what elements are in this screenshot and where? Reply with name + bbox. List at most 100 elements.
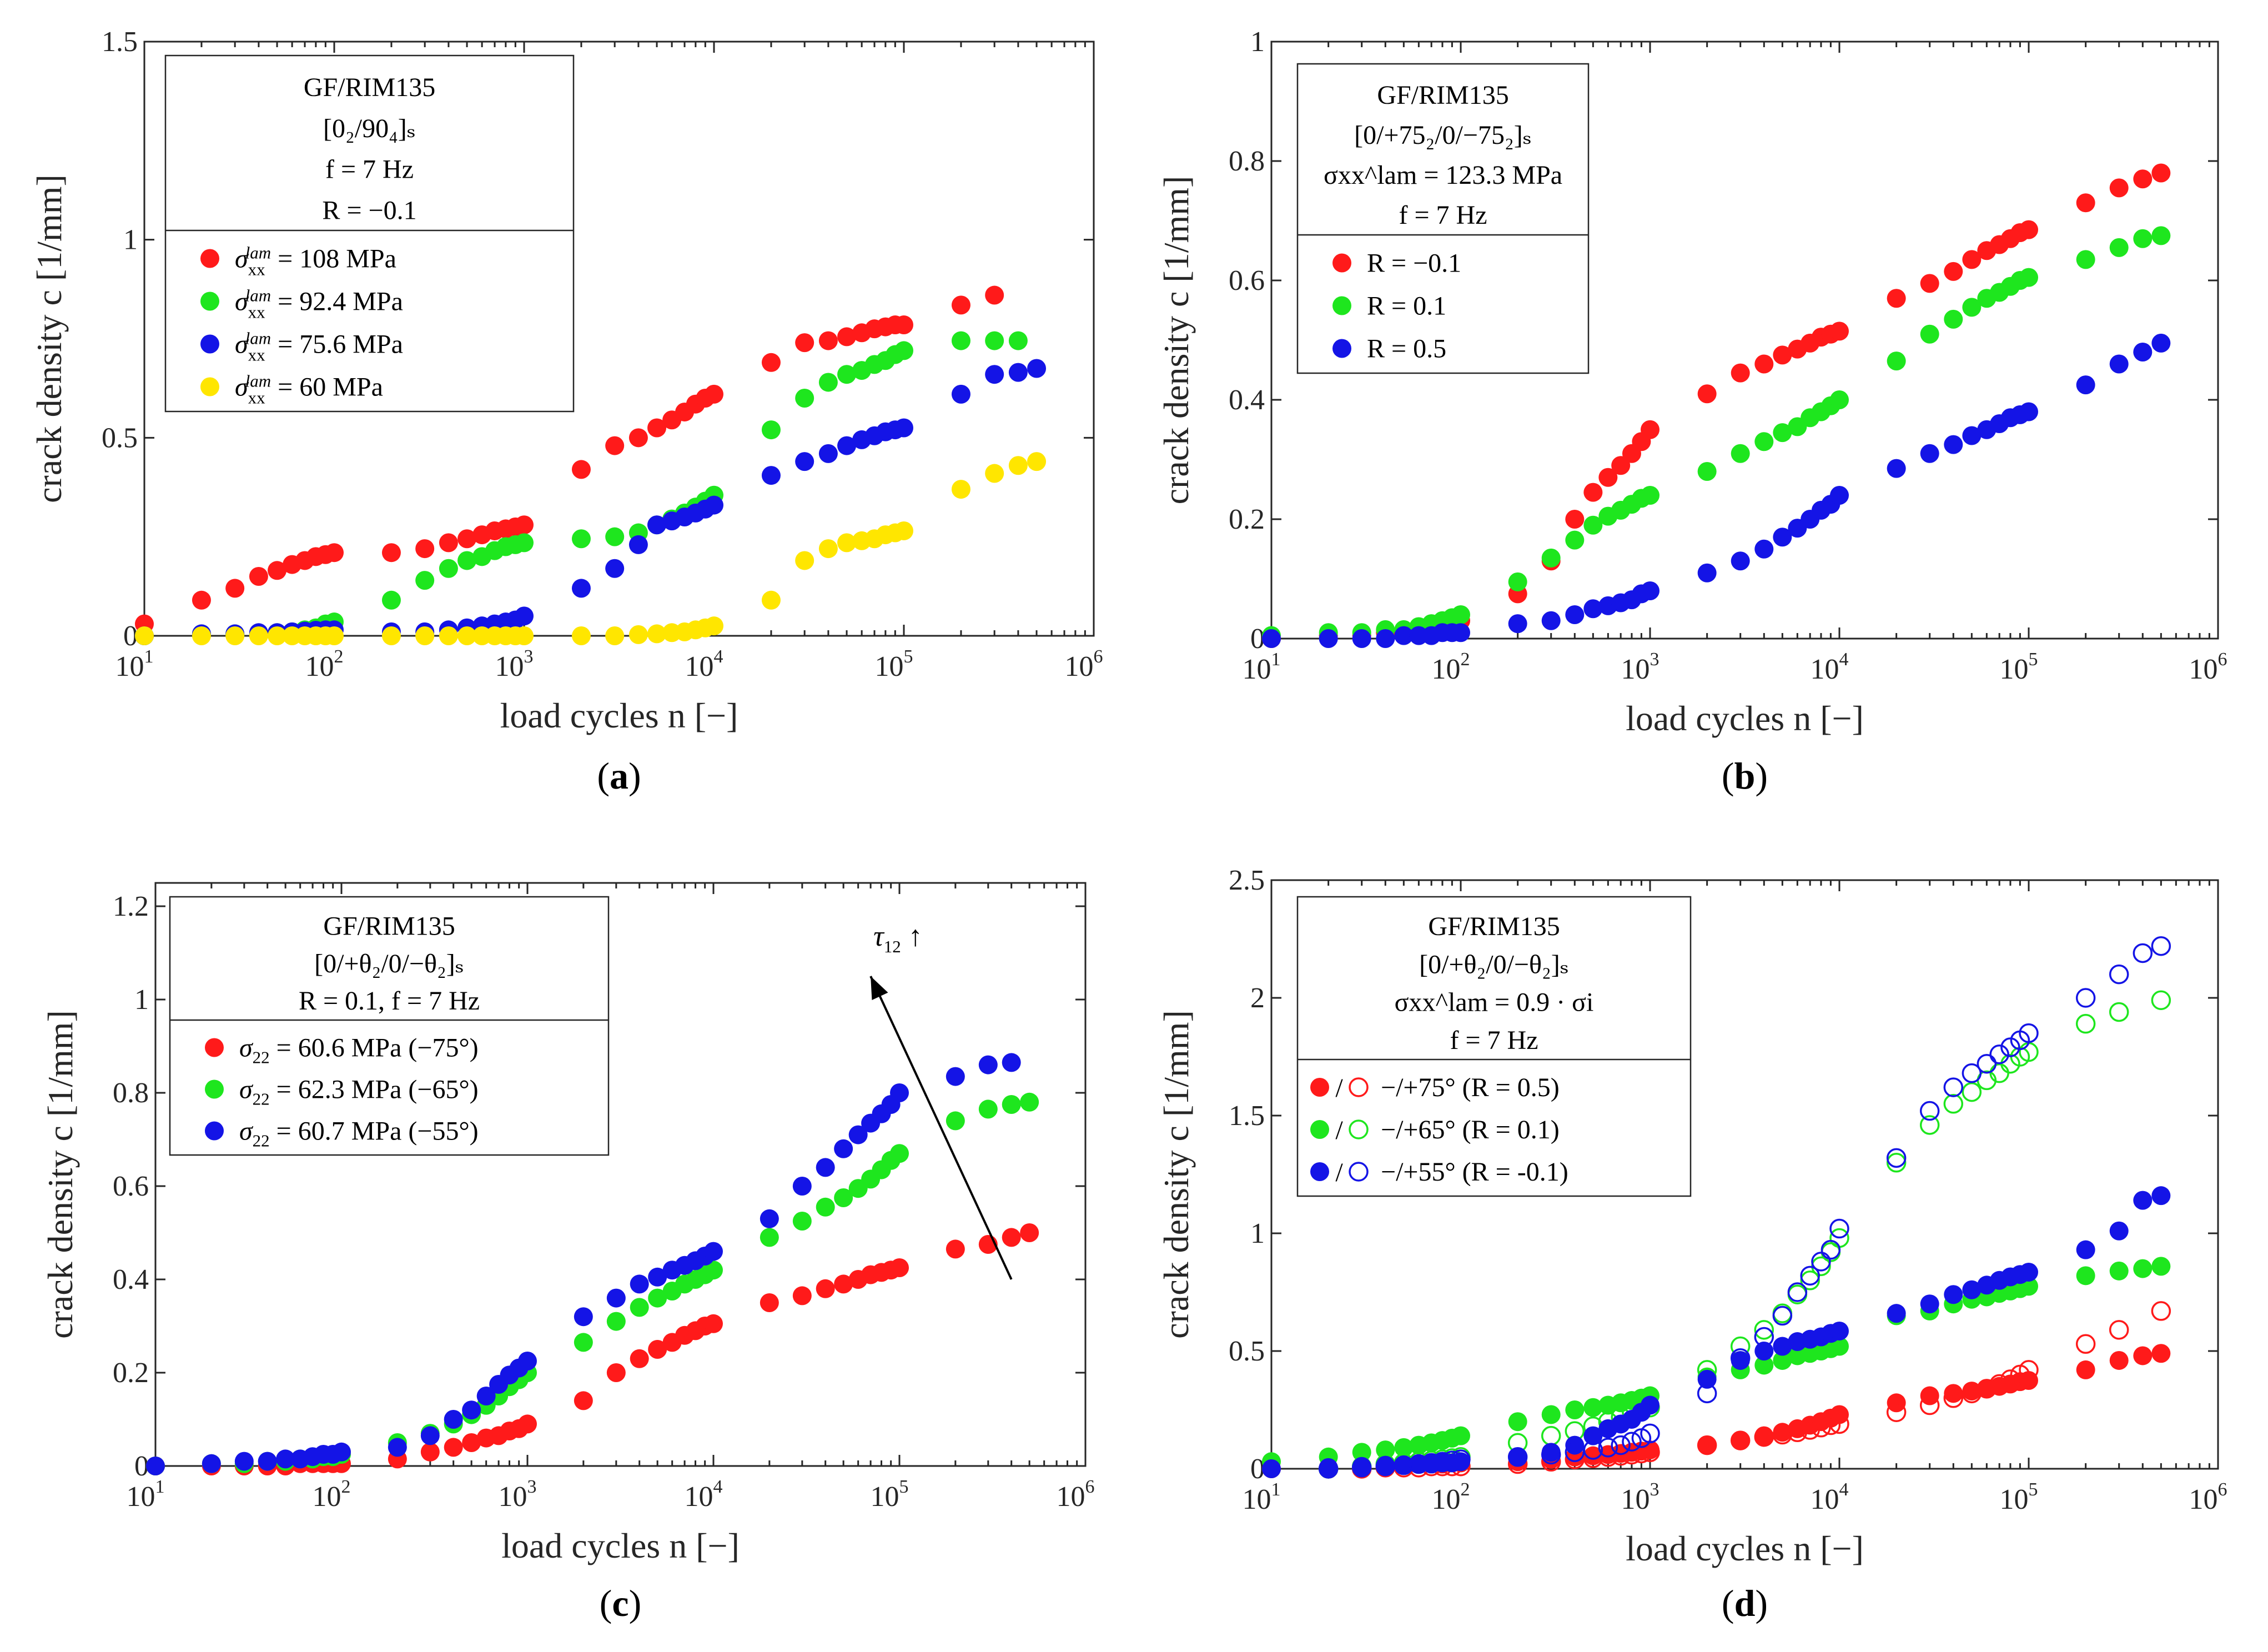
- legend-header-line: f = 7 Hz: [1450, 1026, 1538, 1055]
- data-point: [2076, 250, 2095, 269]
- data-point: [704, 1242, 723, 1261]
- x-tick-base: 10: [1811, 654, 1839, 685]
- x-tick-exponent: 6: [1085, 1477, 1095, 1497]
- y-tick-label: 0.8: [113, 1077, 149, 1109]
- legend-header-line: σxx^lam = 0.9 · σi: [1395, 988, 1594, 1017]
- data-point: [1641, 420, 1659, 439]
- y-tick-label: 1: [1250, 1218, 1265, 1249]
- legend-marker: [1332, 296, 1351, 315]
- data-point: [192, 626, 211, 645]
- data-point: [985, 365, 1004, 384]
- data-point: [1773, 1350, 1792, 1370]
- y-tick-label: 1.5: [1229, 1100, 1265, 1132]
- annotation-sub: 12: [884, 937, 901, 956]
- data-point: [1962, 250, 1982, 269]
- data-point: [1565, 1435, 1585, 1455]
- data-point: [381, 590, 401, 610]
- x-tick-label: 101: [1243, 649, 1281, 685]
- data-point: [1772, 1305, 1793, 1326]
- legend-label: σ22 = 60.7 MPa (−55°): [239, 1117, 479, 1151]
- x-tick-label: 104: [1811, 1479, 1849, 1515]
- data-point: [1451, 605, 1470, 624]
- panel-letter-char: d: [1734, 1582, 1756, 1624]
- data-point: [628, 625, 648, 644]
- data-point: [1919, 1115, 1940, 1135]
- series-group: [135, 452, 1047, 645]
- data-point: [444, 1410, 463, 1429]
- legend-label: −/+65° (R = 0.1): [1381, 1115, 1560, 1144]
- data-point: [1989, 1374, 2009, 1394]
- x-axis-label: load cycles n [−]: [1626, 1529, 1864, 1568]
- data-point: [1800, 1271, 1820, 1291]
- data-point: [1731, 551, 1750, 571]
- data-point: [571, 626, 591, 645]
- legend-frame: [169, 896, 610, 1156]
- data-point: [2151, 936, 2171, 956]
- data-point: [761, 466, 781, 485]
- data-point: [1962, 298, 1982, 317]
- data-point: [1583, 515, 1603, 535]
- x-tick-base: 10: [2189, 654, 2218, 685]
- data-point: [1754, 1342, 1774, 1360]
- data-point: [1944, 262, 1963, 281]
- data-point: [705, 495, 723, 515]
- panel-paren: ): [1755, 1582, 1768, 1624]
- panel-paren: ): [629, 1582, 642, 1624]
- x-tick-base: 10: [313, 1481, 341, 1513]
- data-point: [890, 1083, 909, 1102]
- legend: GF/RIM135[0₂/90₄]ₛf = 7 HzR = −0.1σxxlam…: [164, 54, 575, 413]
- data-point: [1731, 444, 1750, 463]
- data-point: [946, 1067, 965, 1086]
- x-tick-label: 106: [1065, 646, 1103, 682]
- data-point: [1697, 1383, 1717, 1404]
- data-point: [1754, 1426, 1774, 1445]
- y-tick-label: 0.4: [113, 1264, 149, 1296]
- plot-area-frame: [1270, 41, 2219, 640]
- data-point: [2151, 1257, 2171, 1276]
- x-tick-exponent: 1: [1271, 649, 1281, 670]
- data-point: [894, 315, 913, 335]
- data-point: [1583, 1398, 1603, 1417]
- x-tick-exponent: 2: [1461, 1479, 1470, 1500]
- data-point: [628, 535, 648, 554]
- data-point: [2019, 1360, 2039, 1380]
- x-tick-base: 10: [115, 651, 144, 682]
- x-tick-label: 106: [2189, 1479, 2227, 1515]
- data-point: [268, 626, 287, 645]
- data-point: [1697, 1369, 1717, 1389]
- data-point: [2075, 1334, 2096, 1354]
- data-point: [985, 285, 1004, 305]
- data-point: [249, 626, 268, 645]
- data-point: [1919, 1101, 1940, 1121]
- data-point: [1920, 274, 1939, 293]
- data-point: [462, 1433, 481, 1452]
- x-tick-base: 10: [685, 651, 714, 682]
- data-point: [1262, 1459, 1281, 1478]
- data-point: [761, 420, 781, 440]
- data-point: [457, 551, 477, 570]
- data-point: [2075, 988, 2096, 1008]
- data-point: [1830, 390, 1849, 409]
- data-point: [647, 418, 667, 438]
- data-point: [388, 1438, 407, 1457]
- data-point: [1962, 426, 1982, 445]
- data-point: [837, 365, 857, 384]
- data-point: [1008, 456, 1028, 475]
- data-point: [2151, 1301, 2171, 1321]
- data-point: [648, 1267, 667, 1287]
- x-tick-label: 104: [1811, 649, 1849, 685]
- data-point: [1697, 1435, 1717, 1455]
- data-point: [834, 1139, 853, 1158]
- legend-marker-filled: [1310, 1120, 1329, 1139]
- data-point: [2133, 943, 2153, 963]
- data-point: [894, 521, 913, 540]
- data-point: [518, 1352, 537, 1370]
- data-point: [1008, 331, 1028, 350]
- data-point: [890, 1258, 909, 1277]
- data-point: [1962, 1082, 1982, 1102]
- legend-header-line: [0/+75₂/0/−75₂]ₛ: [1354, 120, 1532, 150]
- data-point: [1451, 1426, 1470, 1445]
- legend: GF/RIM135 [0/+75₂/0/−75₂]ₛ σxx^lam = 123.3…: [1296, 63, 1590, 374]
- data-point: [606, 1363, 626, 1382]
